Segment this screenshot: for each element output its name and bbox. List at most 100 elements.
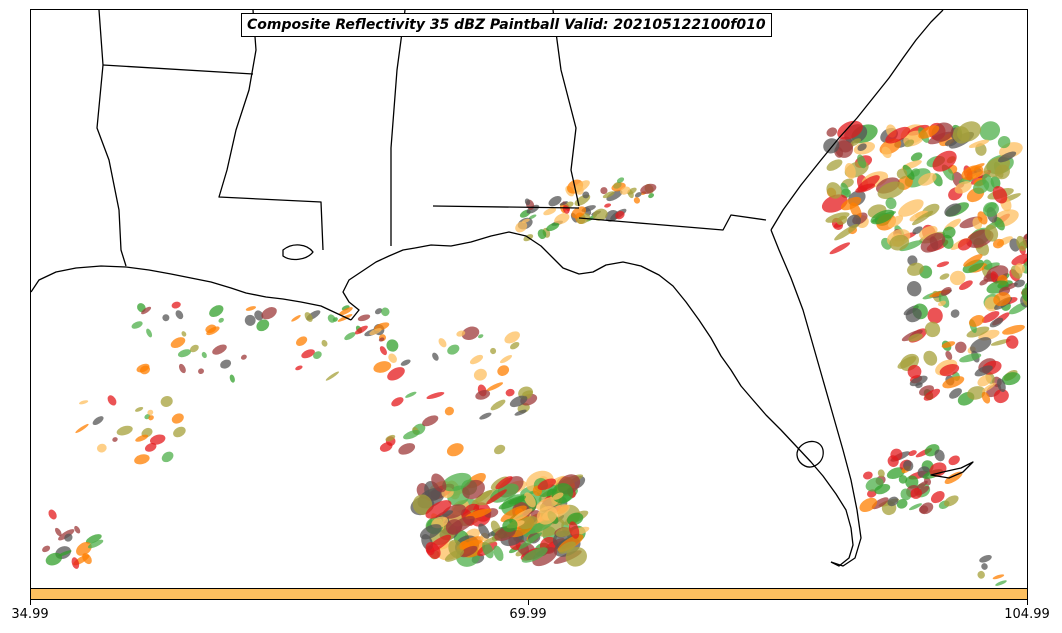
- reflectivity-cell: [523, 492, 536, 508]
- reflectivity-cell: [620, 186, 631, 195]
- reflectivity-cell: [904, 139, 915, 148]
- colorbar-label-min: 34.99: [11, 607, 49, 622]
- reflectivity-cell: [973, 179, 990, 194]
- reflectivity-cell: [983, 262, 1000, 270]
- reflectivity-cell: [887, 496, 899, 507]
- reflectivity-cell: [425, 500, 452, 519]
- reflectivity-cell: [962, 259, 984, 274]
- reflectivity-cell: [54, 527, 62, 537]
- reflectivity-cell: [889, 234, 910, 251]
- reflectivity-cell: [887, 215, 904, 228]
- reflectivity-cell: [201, 351, 207, 359]
- reflectivity-cell: [295, 365, 303, 371]
- reflectivity-cell: [177, 349, 192, 358]
- reflectivity-cell: [379, 346, 387, 356]
- reflectivity-cell: [970, 337, 992, 353]
- reflectivity-cell: [170, 337, 186, 349]
- reflectivity-cell: [447, 344, 460, 355]
- reflectivity-cell: [939, 364, 960, 377]
- reflectivity-cell: [997, 136, 1011, 149]
- reflectivity-cell: [992, 574, 1005, 580]
- reflectivity-cell: [171, 413, 184, 424]
- reflectivity-cell: [373, 361, 392, 373]
- reflectivity-cell: [431, 473, 447, 493]
- reflectivity-cell: [613, 181, 622, 189]
- reflectivity-cell: [870, 209, 895, 225]
- reflectivity-cell: [881, 146, 892, 159]
- reflectivity-cell: [82, 553, 92, 565]
- reflectivity-cell: [825, 212, 850, 223]
- reflectivity-cell: [877, 469, 885, 478]
- reflectivity-cell: [412, 494, 433, 515]
- reflectivity-cell: [479, 412, 492, 420]
- reflectivity-cell: [932, 150, 957, 172]
- reflectivity-cell: [967, 386, 986, 400]
- reflectivity-cell: [518, 516, 538, 530]
- reflectivity-cell: [924, 321, 941, 338]
- reflectivity-cell: [42, 545, 51, 553]
- reflectivity-cell: [949, 270, 966, 286]
- reflectivity-cell: [948, 455, 960, 466]
- reflectivity-cell: [74, 525, 81, 534]
- reflectivity-cell: [979, 121, 1001, 141]
- reflectivity-cell: [974, 365, 993, 377]
- reflectivity-cell: [929, 236, 939, 250]
- reflectivity-cell: [981, 391, 991, 404]
- reflectivity-cell: [521, 218, 530, 223]
- reflectivity-cell: [432, 352, 439, 361]
- reflectivity-cell: [173, 426, 186, 438]
- reflectivity-cell: [96, 443, 107, 453]
- reflectivity-cell: [92, 416, 104, 426]
- reflectivity-cell: [493, 545, 504, 562]
- reflectivity-cell: [256, 319, 270, 332]
- reflectivity-cell: [885, 126, 911, 144]
- reflectivity-cell: [78, 400, 89, 405]
- reflectivity-cell: [606, 190, 623, 202]
- reflectivity-cell: [940, 286, 952, 296]
- reflectivity-cell: [135, 434, 149, 442]
- alabama-georgia-border: [552, 10, 580, 207]
- reflectivity-cell: [941, 341, 956, 348]
- reflectivity-cell: [291, 314, 301, 322]
- reflectivity-cells: [42, 120, 1027, 586]
- arkansas-border: [102, 64, 254, 75]
- reflectivity-cell: [959, 280, 973, 291]
- reflectivity-cell: [1016, 235, 1027, 252]
- reflectivity-cell: [385, 434, 396, 442]
- reflectivity-cell: [954, 181, 972, 194]
- reflectivity-cell: [857, 154, 867, 169]
- reflectivity-cell: [916, 480, 928, 489]
- reflectivity-cell: [504, 331, 520, 344]
- reflectivity-cell: [425, 542, 441, 559]
- reflectivity-cell: [918, 125, 940, 139]
- coastline-and-state-borders: [31, 10, 974, 567]
- reflectivity-cell: [528, 214, 537, 220]
- reflectivity-cell: [937, 300, 947, 307]
- reflectivity-cell: [518, 532, 543, 550]
- mississippi-alabama-border: [390, 10, 406, 246]
- reflectivity-cell: [354, 325, 368, 335]
- reflectivity-cell: [826, 127, 838, 137]
- reflectivity-cell: [992, 186, 1008, 204]
- reflectivity-cell: [942, 226, 956, 239]
- reflectivity-cell: [982, 382, 996, 393]
- reflectivity-cell: [1021, 258, 1027, 274]
- reflectivity-cell: [536, 496, 560, 511]
- reflectivity-cell: [459, 545, 478, 558]
- reflectivity-cell: [321, 339, 328, 347]
- reflectivity-cell: [997, 378, 1006, 393]
- reflectivity-cell: [76, 541, 92, 556]
- georgia-florida-border: [578, 214, 767, 231]
- reflectivity-cell: [640, 183, 657, 195]
- reflectivity-cell: [826, 159, 843, 171]
- reflectivity-cell: [573, 180, 590, 193]
- reflectivity-cell: [486, 489, 507, 505]
- reflectivity-cell: [923, 350, 938, 366]
- reflectivity-cell: [398, 443, 416, 455]
- reflectivity-cell: [107, 395, 117, 406]
- reflectivity-cell: [444, 549, 465, 562]
- reflectivity-cell: [1021, 287, 1027, 303]
- reflectivity-cell: [602, 191, 615, 199]
- reflectivity-cell: [486, 382, 504, 392]
- reflectivity-cell: [896, 168, 908, 180]
